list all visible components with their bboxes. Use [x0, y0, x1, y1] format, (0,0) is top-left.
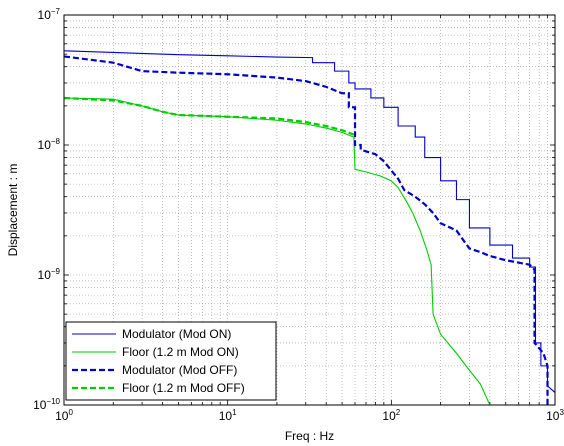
plot-frame	[63, 14, 556, 406]
tick-labels: 100 101 102 103 10−10 10−9 10−8 10−7	[33, 7, 564, 423]
x-tick-label: 101	[219, 408, 237, 423]
legend-label: Floor (1.2 m Mod OFF)	[122, 381, 245, 395]
plot-series	[64, 50, 555, 405]
legend: Modulator (Mod ON) Floor (1.2 m Mod ON) Mo…	[65, 321, 277, 401]
x-axis-label: Freq : Hz	[285, 429, 334, 443]
series-line-4	[64, 96, 355, 136]
y-tick-label: 10−9	[38, 267, 61, 282]
y-axis-label: Displacement : m	[6, 164, 20, 257]
series-line-2	[64, 97, 491, 405]
y-tick-label: 10−10	[33, 397, 60, 412]
y-tick-label: 10−8	[38, 137, 61, 152]
legend-label: Floor (1.2 m Mod ON)	[122, 345, 239, 359]
y-tick-label: 10−7	[38, 7, 61, 22]
legend-label: Modulator (Mod OFF)	[122, 363, 237, 377]
series-line-3	[64, 55, 549, 405]
legend-label: Modulator (Mod ON)	[122, 327, 231, 341]
x-tick-label: 103	[546, 408, 564, 423]
series-line-1	[64, 50, 555, 393]
x-tick-label: 100	[55, 408, 73, 423]
x-tick-label: 102	[382, 408, 400, 423]
